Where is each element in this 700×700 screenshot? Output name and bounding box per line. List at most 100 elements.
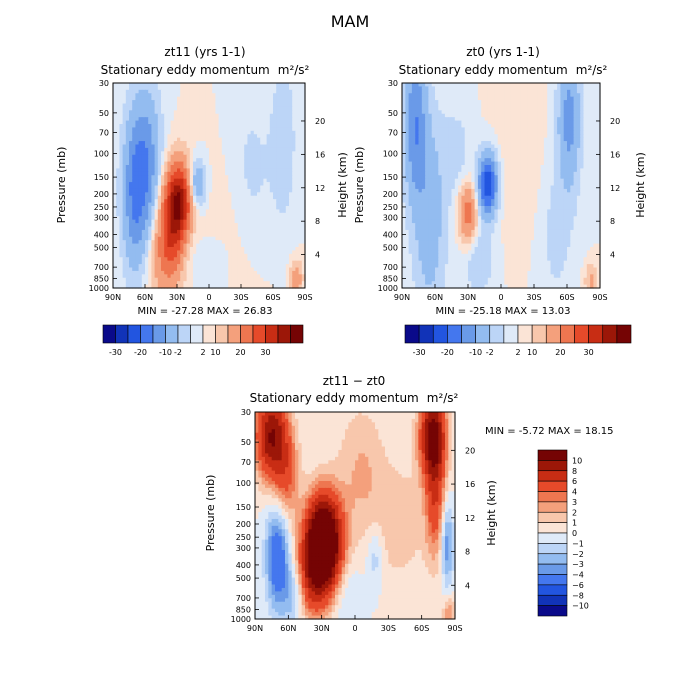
field-cell: [209, 192, 213, 197]
field-cell: [199, 100, 204, 105]
field-cell: [484, 151, 489, 156]
field-cell: [154, 284, 159, 289]
field-cell: [135, 236, 140, 241]
field-cell: [247, 168, 252, 173]
field-cell: [180, 250, 184, 255]
field-cell: [244, 195, 248, 200]
field-cell: [129, 171, 133, 176]
field-cell: [161, 212, 165, 217]
field-cell: [295, 154, 300, 159]
field-cell: [196, 202, 200, 207]
field-cell: [151, 216, 156, 221]
field-cell: [122, 182, 127, 187]
field-cell: [119, 106, 124, 111]
field-cell: [484, 103, 489, 108]
field-cell: [408, 151, 413, 156]
field-cell: [471, 96, 476, 101]
field-cell: [484, 89, 489, 94]
field-cell: [138, 168, 143, 173]
field-cell: [154, 264, 159, 269]
field-cell: [454, 151, 459, 156]
field-cell: [151, 137, 156, 142]
field-cell: [189, 206, 194, 211]
field-cell: [199, 127, 204, 132]
field-cell: [269, 226, 274, 231]
field-cell: [244, 141, 248, 146]
field-cell: [241, 277, 245, 282]
field-cell: [298, 120, 303, 125]
field-cell: [212, 264, 216, 269]
field-cell: [295, 250, 300, 255]
field-cell: [241, 147, 245, 152]
field-cell: [212, 175, 216, 180]
field-cell: [276, 260, 280, 265]
field-cell: [113, 247, 117, 252]
field-cell: [151, 274, 156, 279]
field-cell: [441, 93, 446, 98]
field-cell: [282, 103, 287, 108]
field-cell: [199, 223, 204, 228]
field-cell: [141, 216, 146, 221]
field-cell: [183, 124, 188, 129]
field-cell: [202, 158, 207, 163]
field-cell: [298, 147, 303, 152]
field-cell: [167, 175, 172, 180]
field-cell: [122, 113, 127, 118]
field-cell: [228, 86, 232, 91]
field-cell: [298, 233, 303, 238]
field-cell: [563, 86, 568, 91]
field-cell: [237, 226, 242, 231]
field-cell: [218, 161, 223, 166]
field-cell: [189, 199, 194, 204]
field-cell: [177, 216, 181, 221]
field-cell: [269, 236, 274, 241]
field-cell: [491, 83, 495, 88]
field-cell: [122, 141, 127, 146]
field-cell: [132, 274, 136, 279]
field-cell: [237, 274, 242, 279]
field-cell: [186, 195, 191, 200]
field-cell: [263, 209, 268, 214]
field-cell: [116, 274, 120, 279]
field-cell: [540, 110, 545, 115]
field-cell: [138, 212, 143, 217]
field-cell: [282, 113, 287, 118]
field-cell: [237, 195, 242, 200]
field-cell: [494, 120, 499, 125]
field-cell: [151, 233, 156, 238]
field-cell: [298, 113, 303, 118]
field-cell: [408, 113, 413, 118]
field-cell: [263, 247, 268, 252]
field-cell: [504, 117, 509, 122]
field-cell: [157, 233, 162, 238]
field-cell: [154, 216, 159, 221]
field-cell: [193, 219, 197, 224]
field-cell: [444, 117, 449, 122]
field-cell: [228, 103, 232, 108]
field-cell: [205, 260, 210, 265]
field-cell: [189, 137, 194, 142]
field-cell: [186, 165, 191, 170]
field-cell: [231, 202, 236, 207]
field-cell: [228, 124, 232, 129]
field-cell: [514, 100, 519, 105]
field-cell: [241, 154, 245, 159]
field-cell: [241, 188, 245, 193]
field-cell: [514, 151, 519, 156]
field-cell: [180, 158, 184, 163]
field-cell: [183, 182, 188, 187]
field-cell: [474, 89, 479, 94]
field-cell: [263, 147, 268, 152]
field-cell: [234, 127, 239, 132]
field-cell: [448, 134, 453, 139]
field-cell: [266, 171, 271, 176]
field-cell: [537, 100, 542, 105]
latitude-tick-label: 30N: [169, 293, 185, 302]
field-cell: [170, 188, 175, 193]
field-cell: [431, 103, 436, 108]
field-cell: [116, 86, 120, 91]
field-cell: [266, 260, 271, 265]
field-cell: [212, 243, 216, 248]
field-cell: [273, 130, 277, 135]
field-cell: [402, 127, 406, 132]
